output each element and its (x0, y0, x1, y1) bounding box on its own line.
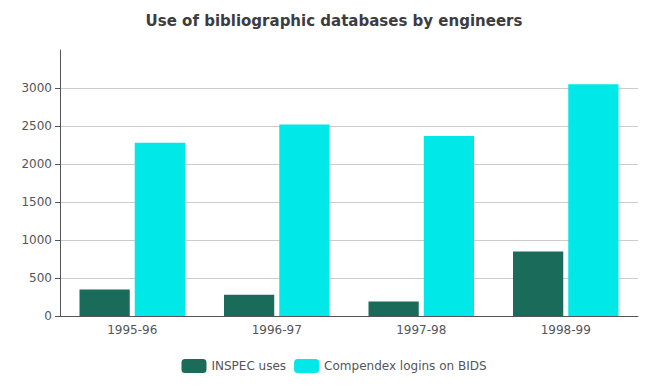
svg-text:1996-97: 1996-97 (252, 323, 302, 337)
svg-text:0: 0 (44, 309, 52, 323)
svg-text:Compendex logins on BIDS: Compendex logins on BIDS (324, 359, 486, 373)
svg-text:1998-99: 1998-99 (541, 323, 591, 337)
svg-text:2000: 2000 (21, 157, 52, 171)
svg-text:INSPEC uses: INSPEC uses (211, 359, 286, 373)
svg-text:1997-98: 1997-98 (396, 323, 446, 337)
svg-text:Use of bibliographic databases: Use of bibliographic databases by engine… (146, 12, 523, 30)
svg-text:1995-96: 1995-96 (107, 323, 157, 337)
svg-text:1000: 1000 (21, 233, 52, 247)
svg-text:500: 500 (29, 271, 52, 285)
svg-text:3000: 3000 (21, 81, 52, 95)
svg-text:2500: 2500 (21, 119, 52, 133)
svg-text:1500: 1500 (21, 195, 52, 209)
